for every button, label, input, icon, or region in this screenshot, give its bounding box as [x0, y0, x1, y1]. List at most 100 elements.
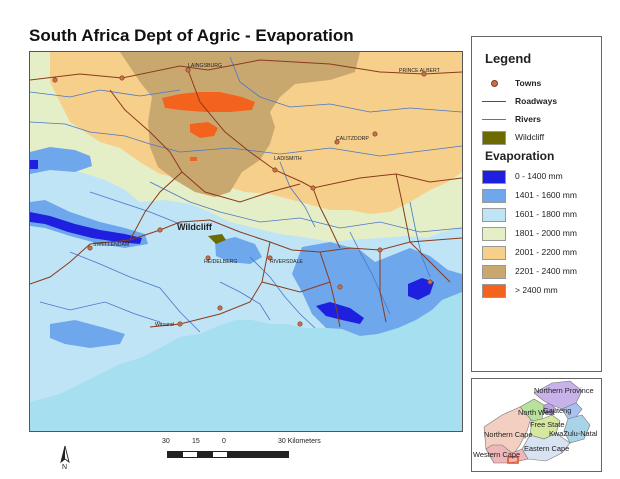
province-mpumalanga [561, 402, 583, 420]
scale-bar: 30 15 0 30 Kilometers [162, 438, 327, 468]
scale-label: 15 [192, 438, 200, 445]
town-marker[interactable] [119, 75, 125, 81]
legend-class-label: 1801 - 2000 mm [515, 228, 577, 238]
town-marker-swellendam[interactable] [87, 245, 93, 251]
province-label: Northern Province [534, 386, 594, 395]
town-marker-witsand[interactable] [177, 321, 183, 327]
wildcliff-label: Wildcliff [177, 222, 213, 232]
town-symbol-icon [482, 77, 506, 89]
town-marker-laingsburg[interactable] [185, 67, 191, 73]
rivers [30, 56, 462, 333]
scale-segment [167, 451, 183, 458]
study-area-locator [507, 456, 519, 464]
province-label: Gauteng [543, 406, 571, 415]
legend-title: Legend [485, 51, 532, 66]
town-marker-ladismith[interactable] [272, 167, 278, 173]
wildcliff-area [208, 234, 226, 244]
evap-over-2400-zone-north [162, 92, 255, 112]
legend-class-row: 0 - 1400 mm [482, 169, 563, 184]
main-map[interactable]: LAINGSBURG PRINCE ALBERT LADISMITH CALIT… [29, 51, 463, 432]
province-label: Eastern Cape [524, 444, 569, 453]
north-arrow-icon [60, 445, 70, 464]
legend-class-row: > 2400 mm [482, 283, 558, 298]
swatch-icon [482, 246, 506, 260]
province-label: Northern Cape [484, 430, 532, 439]
town-label-swellendam: SWELLENDAM [93, 242, 129, 248]
area-swatch-icon [482, 131, 506, 145]
town-marker-heidelberg[interactable] [205, 255, 211, 261]
scale-segment [197, 451, 213, 458]
scale-segment [212, 451, 228, 458]
town-marker[interactable] [372, 131, 378, 137]
legend-class-label: > 2400 mm [515, 285, 558, 295]
river-line-icon [482, 113, 506, 125]
town-marker[interactable] [427, 279, 433, 285]
scale-label: 30 [162, 438, 170, 445]
legend-class-row: 1601 - 1800 mm [482, 207, 577, 222]
evaporation-title: Evaporation [485, 149, 555, 163]
town-marker[interactable] [217, 305, 223, 311]
legend-class-label: 1401 - 1600 mm [515, 190, 577, 200]
swatch-icon [482, 227, 506, 241]
town-marker[interactable] [52, 77, 58, 83]
legend-item-rivers: Rivers [482, 112, 541, 126]
swatch-icon [482, 208, 506, 222]
town-marker-calitzdorp[interactable] [334, 139, 340, 145]
legend-class-label: 2201 - 2400 mm [515, 266, 577, 276]
scale-label: 0 [222, 438, 226, 445]
evap-0-1400-patch [30, 160, 38, 169]
legend-item-label: Rivers [515, 114, 541, 124]
swatch-icon [482, 170, 506, 184]
map-title: South Africa Dept of Agric - Evaporation [29, 26, 354, 45]
legend-class-label: 1601 - 1800 mm [515, 209, 577, 219]
legend-item-wildcliff: Wildcliff [482, 130, 545, 145]
evap-over-2400-zone-central [190, 122, 218, 138]
evap-0-1400-zone-east [408, 278, 434, 300]
evap-0-1400-zone-west [30, 212, 142, 244]
town-marker[interactable] [337, 284, 343, 290]
swatch-icon [482, 265, 506, 279]
town-marker-prince-albert[interactable] [421, 71, 427, 77]
town-marker[interactable] [377, 247, 383, 253]
province-label: Western Cape [473, 450, 520, 459]
town-markers [52, 67, 433, 327]
legend-item-label: Towns [515, 78, 542, 88]
town-label-laingsburg: LAINGSBURG [188, 63, 222, 69]
evap-0-1400-zone-coast [316, 302, 364, 324]
town-marker-riversdale[interactable] [267, 255, 273, 261]
legend-class-row: 2001 - 2200 mm [482, 245, 577, 260]
north-label: N [62, 464, 68, 471]
legend-item-roadways: Roadways [482, 94, 557, 108]
legend-class-row: 1801 - 2000 mm [482, 226, 577, 241]
legend-class-label: 0 - 1400 mm [515, 171, 563, 181]
town-label-calitzdorp: CALITZDORP [336, 136, 369, 142]
map-canvas: LAINGSBURG PRINCE ALBERT LADISMITH CALIT… [30, 52, 462, 431]
town-label-heidelberg: HEIDELBERG [204, 259, 237, 265]
legend-class-row: 1401 - 1600 mm [482, 188, 577, 203]
legend-class-row: 2201 - 2400 mm [482, 264, 577, 279]
inset-canvas: Northern Province North West Gauteng Fre… [473, 380, 598, 464]
town-marker[interactable] [157, 227, 163, 233]
town-marker[interactable] [297, 321, 303, 327]
legend-item-label: Wildcliff [515, 132, 545, 142]
province-label: North West [518, 408, 555, 417]
town-label-ladismith: LADISMITH [274, 156, 302, 162]
swatch-icon [482, 189, 506, 203]
road-line-icon [482, 95, 506, 107]
inset-locator-map: Northern Province North West Gauteng Fre… [471, 378, 602, 472]
legend-item-towns: Towns [482, 76, 541, 90]
town-marker[interactable] [310, 185, 316, 191]
town-label-witsand: Witsand [155, 322, 174, 328]
legend-class-label: 2001 - 2200 mm [515, 247, 577, 257]
town-label-prince-albert: PRINCE ALBERT [399, 68, 441, 74]
swatch-icon [482, 284, 506, 298]
town-label-riversdale: RIVERSDALE [270, 259, 303, 265]
evap-over-2400-patch [190, 157, 197, 161]
north-arrow: N [58, 444, 72, 474]
scale-segment [182, 451, 198, 458]
evap-1401-1600-zone-south [50, 320, 125, 348]
scale-segment [227, 451, 289, 458]
legend-item-label: Roadways [515, 96, 558, 106]
evap-2201-2400-zone [120, 52, 360, 197]
province-label: Free State [530, 420, 565, 429]
